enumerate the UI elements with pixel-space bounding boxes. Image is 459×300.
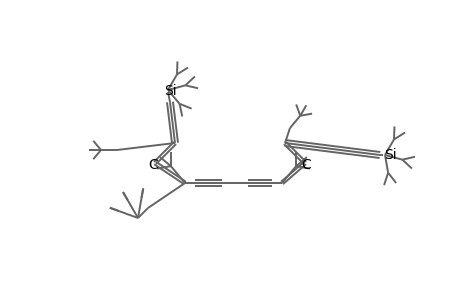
Text: C: C	[301, 158, 310, 172]
Text: C: C	[148, 158, 157, 172]
Text: Si: Si	[163, 84, 176, 98]
Text: Si: Si	[383, 148, 396, 162]
